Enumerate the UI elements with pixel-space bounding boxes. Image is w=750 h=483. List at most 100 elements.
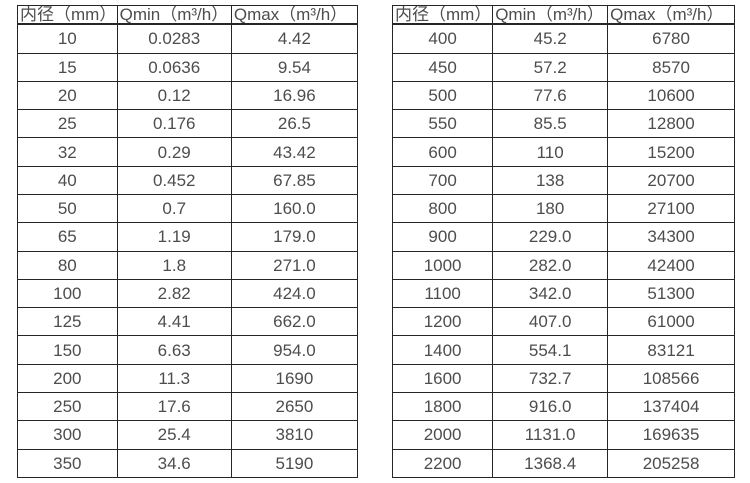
table-cell: 32 xyxy=(17,137,118,167)
table-cell: 34.6 xyxy=(116,448,232,479)
header-qmin: Qmin（m³/h） xyxy=(492,5,609,25)
table-row: 65 1.19 179.0 xyxy=(17,222,359,252)
table-row: 1000 282.0 42400 xyxy=(391,250,735,280)
table-header: 内径（mm） Qmin（m³/h） Qmax（m³/h） xyxy=(17,5,359,25)
table-cell: 4.42 xyxy=(230,23,359,54)
table-cell: 732.7 xyxy=(492,363,609,393)
table-cell: 25.4 xyxy=(116,420,232,450)
table-cell: 108566 xyxy=(607,363,735,393)
table-cell: 34300 xyxy=(607,222,735,252)
table-row: 2000 1131.0 169635 xyxy=(391,420,735,450)
table-row: 350 34.6 5190 xyxy=(17,448,359,479)
table-cell: 662.0 xyxy=(230,307,359,337)
table-cell: 20 xyxy=(17,80,118,111)
table-row: 25 0.176 26.5 xyxy=(17,109,359,139)
table-cell: 282.0 xyxy=(492,250,609,280)
table-cell: 550 xyxy=(391,109,494,139)
table-cell: 10 xyxy=(17,23,118,54)
table-cell: 160.0 xyxy=(230,193,359,224)
flow-spec-table-large-diameters: 内径（mm） Qmin（m³/h） Qmax（m³/h） 400 45.2 6780… xyxy=(391,5,735,479)
table-cell: 16.96 xyxy=(230,80,359,111)
table-header-row: 内径（mm） Qmin（m³/h） Qmax（m³/h） xyxy=(391,5,735,25)
table-row: 40 0.452 67.85 xyxy=(17,165,359,195)
table-cell: 8570 xyxy=(607,52,735,82)
table-cell: 15200 xyxy=(607,137,735,167)
header-qmax: Qmax（m³/h） xyxy=(230,5,359,25)
table-cell: 51300 xyxy=(607,278,735,309)
table-cell: 424.0 xyxy=(230,278,359,309)
table-cell: 6780 xyxy=(607,23,735,54)
table-cell: 500 xyxy=(391,80,494,111)
table-cell: 954.0 xyxy=(230,335,359,365)
table-cell: 45.2 xyxy=(492,23,609,54)
table-cell: 3810 xyxy=(230,420,359,450)
table-cell: 1400 xyxy=(391,335,494,365)
table-row: 550 85.5 12800 xyxy=(391,109,735,139)
table-cell: 110 xyxy=(492,137,609,167)
table-cell: 0.176 xyxy=(116,109,232,139)
table-row: 15 0.0636 9.54 xyxy=(17,52,359,82)
table-cell: 12800 xyxy=(607,109,735,139)
table-cell: 26.5 xyxy=(230,109,359,139)
table-body: 400 45.2 6780 450 57.2 8570 500 77.6 10600 550 85.… xyxy=(391,23,735,479)
table-row: 1600 732.7 108566 xyxy=(391,363,735,393)
table-cell: 600 xyxy=(391,137,494,167)
table-cell: 61000 xyxy=(607,307,735,337)
table-cell: 180 xyxy=(492,193,609,224)
table-cell: 10600 xyxy=(607,80,735,111)
table-row: 80 1.8 271.0 xyxy=(17,250,359,280)
table-cell: 700 xyxy=(391,165,494,195)
table-row: 400 45.2 6780 xyxy=(391,23,735,54)
table-cell: 11.3 xyxy=(116,363,232,393)
table-cell: 1131.0 xyxy=(492,420,609,450)
table-cell: 800 xyxy=(391,193,494,224)
table-cell: 43.42 xyxy=(230,137,359,167)
table-cell: 916.0 xyxy=(492,391,609,422)
table-cell: 0.29 xyxy=(116,137,232,167)
table-row: 150 6.63 954.0 xyxy=(17,335,359,365)
table-cell: 900 xyxy=(391,222,494,252)
table-cell: 15 xyxy=(17,52,118,82)
table-cell: 1200 xyxy=(391,307,494,337)
table-cell: 205258 xyxy=(607,448,735,479)
table-cell: 450 xyxy=(391,52,494,82)
table-row: 250 17.6 2650 xyxy=(17,391,359,422)
table-cell: 200 xyxy=(17,363,118,393)
table-cell: 342.0 xyxy=(492,278,609,309)
table-cell: 20700 xyxy=(607,165,735,195)
table-cell: 179.0 xyxy=(230,222,359,252)
table-row: 125 4.41 662.0 xyxy=(17,307,359,337)
table-cell: 125 xyxy=(17,307,118,337)
header-inner-diameter: 内径（mm） xyxy=(391,5,494,25)
table-cell: 9.54 xyxy=(230,52,359,82)
table-cell: 67.85 xyxy=(230,165,359,195)
table-cell: 0.0283 xyxy=(116,23,232,54)
table-cell: 407.0 xyxy=(492,307,609,337)
table-row: 32 0.29 43.42 xyxy=(17,137,359,167)
header-qmin: Qmin（m³/h） xyxy=(116,5,232,25)
table-row: 450 57.2 8570 xyxy=(391,52,735,82)
table-row: 1200 407.0 61000 xyxy=(391,307,735,337)
table-cell: 300 xyxy=(17,420,118,450)
table-cell: 1368.4 xyxy=(492,448,609,479)
table-row: 500 77.6 10600 xyxy=(391,80,735,111)
table-cell: 4.41 xyxy=(116,307,232,337)
table-row: 2200 1368.4 205258 xyxy=(391,448,735,479)
table-row: 1100 342.0 51300 xyxy=(391,278,735,309)
table-cell: 137404 xyxy=(607,391,735,422)
table-cell: 400 xyxy=(391,23,494,54)
table-cell: 77.6 xyxy=(492,80,609,111)
table-body: 10 0.0283 4.42 15 0.0636 9.54 20 0.12 16.96 25 0.1… xyxy=(17,23,359,479)
flow-spec-table-small-diameters: 内径（mm） Qmin（m³/h） Qmax（m³/h） 10 0.0283 4.4… xyxy=(17,5,359,479)
table-cell: 1.8 xyxy=(116,250,232,280)
table-cell: 6.63 xyxy=(116,335,232,365)
table-cell: 1000 xyxy=(391,250,494,280)
table-cell: 80 xyxy=(17,250,118,280)
table-cell: 1800 xyxy=(391,391,494,422)
table-row: 900 229.0 34300 xyxy=(391,222,735,252)
table-cell: 1690 xyxy=(230,363,359,393)
table-cell: 169635 xyxy=(607,420,735,450)
table-cell: 2.82 xyxy=(116,278,232,309)
table-cell: 83121 xyxy=(607,335,735,365)
table-cell: 42400 xyxy=(607,250,735,280)
